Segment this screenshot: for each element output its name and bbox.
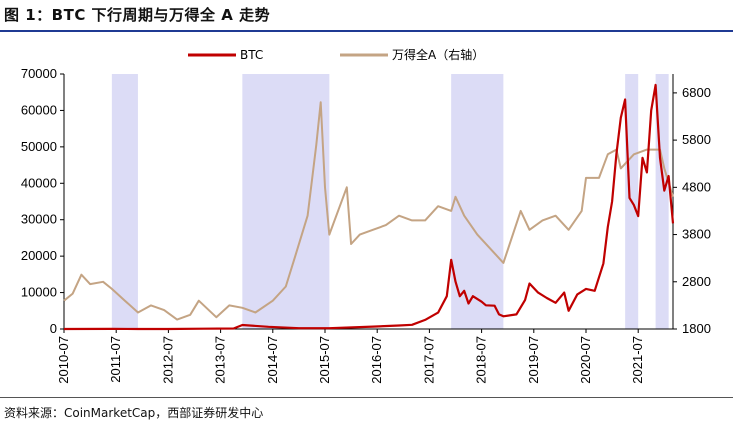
left-tick-label: 30000	[21, 212, 57, 227]
right-tick-label: 5800	[682, 132, 711, 147]
x-tick-label: 2020-07	[578, 336, 593, 384]
x-tick-label: 2015-07	[317, 336, 332, 384]
axes: 0 10000 20000 30000 40000 50000 60000 70000 1800…	[21, 66, 711, 384]
shaded-period-3	[451, 74, 504, 329]
left-tick-label: 0	[50, 321, 57, 336]
figure-title: 图 1：BTC 下行周期与万得全 A 走势	[4, 6, 271, 24]
x-tick-label: 2021-07	[630, 336, 645, 384]
x-tick-label: 2014-07	[265, 336, 280, 384]
left-tick-label: 50000	[21, 139, 57, 154]
right-tick-label: 2800	[682, 274, 711, 289]
x-tick-label: 2012-07	[160, 336, 175, 384]
title-rule	[0, 30, 733, 32]
left-tick-label: 20000	[21, 248, 57, 263]
left-tick-label: 10000	[21, 285, 57, 300]
x-tick-label: 2017-07	[421, 336, 436, 384]
left-tick-label: 40000	[21, 175, 57, 190]
x-tick-label: 2016-07	[369, 336, 384, 384]
btc-vs-wind-a-chart: BTC 万得全A（右轴） 0 10000 20000 30000 40000 50000 6…	[21, 47, 711, 384]
legend-btc-label: BTC	[240, 48, 263, 62]
right-tick-label: 3800	[682, 227, 711, 242]
series-lines	[63, 83, 675, 331]
source-rule	[0, 397, 733, 398]
right-tick-label: 1800	[682, 321, 711, 336]
x-tick-label: 2019-07	[526, 336, 541, 384]
legend-wind-a-label: 万得全A（右轴）	[392, 47, 484, 62]
x-tick-label: 2011-07	[108, 336, 123, 383]
left-tick-label: 60000	[21, 102, 57, 117]
btc-line	[63, 83, 675, 331]
shaded-period-1	[111, 74, 138, 329]
right-tick-label: 6800	[682, 85, 711, 100]
right-tick-label: 4800	[682, 179, 711, 194]
shaded-period-2	[242, 74, 330, 329]
wind-a-line	[63, 101, 674, 321]
x-tick-label: 2018-07	[474, 336, 489, 384]
left-tick-label: 70000	[21, 66, 57, 81]
x-tick-label: 2013-07	[213, 336, 228, 384]
legend: BTC 万得全A（右轴）	[188, 47, 484, 62]
x-tick-label: 2010-07	[56, 336, 71, 384]
source-note: 资料来源：CoinMarketCap，西部证券研发中心	[4, 406, 264, 420]
